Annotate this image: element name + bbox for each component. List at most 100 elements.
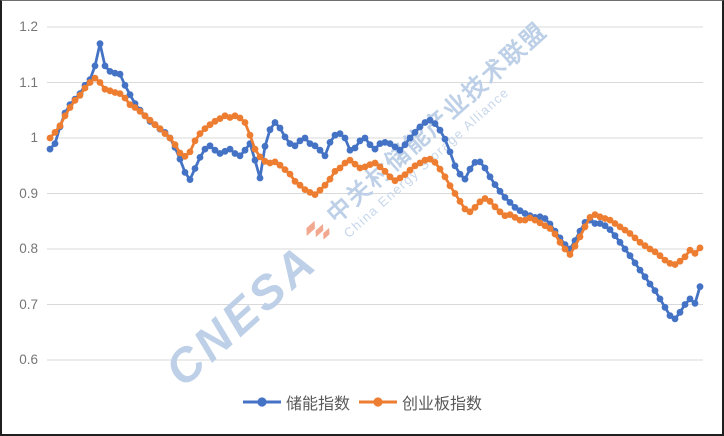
series-point-energy-storage-index	[366, 141, 374, 149]
series-point-energy-storage-index	[591, 220, 599, 227]
series-point-chinext-index	[91, 74, 99, 82]
series-point-chinext-index	[681, 253, 689, 261]
series-point-chinext-index	[386, 173, 394, 181]
series-point-chinext-index	[686, 246, 694, 254]
series-point-chinext-index	[176, 149, 184, 157]
series-point-chinext-index	[541, 222, 549, 230]
series-point-energy-storage-index	[296, 137, 304, 145]
series-point-chinext-index	[86, 79, 94, 86]
series-point-chinext-index	[401, 171, 409, 179]
series-point-energy-storage-index	[481, 164, 489, 172]
series-point-energy-storage-index	[291, 142, 299, 150]
series-point-energy-storage-index	[101, 62, 109, 70]
series-point-chinext-index	[271, 158, 279, 166]
series-markers-energy-storage-index	[46, 40, 704, 323]
series-point-chinext-index	[76, 91, 84, 99]
series-point-chinext-index	[216, 115, 224, 122]
series-point-energy-storage-index	[326, 139, 334, 146]
series-point-chinext-index	[181, 152, 189, 160]
series-point-energy-storage-index	[91, 62, 99, 70]
series-point-chinext-index	[411, 162, 419, 170]
series-point-energy-storage-index	[461, 175, 469, 183]
series-point-energy-storage-index	[441, 135, 449, 143]
legend-label: 创业板指数	[402, 396, 483, 413]
series-point-chinext-index	[246, 131, 254, 139]
series-point-energy-storage-index	[196, 154, 204, 161]
series-point-chinext-index	[131, 104, 139, 111]
series-point-energy-storage-index	[641, 273, 649, 281]
series-point-chinext-index	[611, 220, 619, 227]
series-point-chinext-index	[121, 94, 129, 102]
series-point-energy-storage-index	[416, 123, 424, 131]
series-point-chinext-index	[671, 261, 679, 268]
series-point-energy-storage-index	[186, 176, 194, 184]
series-point-chinext-index	[151, 121, 159, 129]
series-point-chinext-index	[631, 234, 639, 242]
y-axis-label: 1.2	[19, 19, 38, 34]
series-point-energy-storage-index	[206, 142, 214, 150]
series-point-chinext-index	[146, 116, 154, 124]
series-point-chinext-index	[406, 166, 414, 174]
series-point-energy-storage-index	[311, 142, 319, 150]
series-point-energy-storage-index	[431, 120, 439, 127]
series-point-chinext-index	[536, 219, 544, 227]
series-point-chinext-index	[441, 173, 449, 181]
series-point-chinext-index	[296, 181, 304, 189]
y-axis: 1.2 1.1 1 0.9 0.8 0.7 0.6	[2, 1, 39, 434]
series-point-energy-storage-index	[426, 116, 434, 124]
series-point-energy-storage-index	[666, 312, 674, 319]
series-point-chinext-index	[56, 122, 64, 130]
legend-item-energy-storage-index: 储能指数	[242, 390, 350, 414]
y-axis-label: 0.7	[19, 296, 38, 312]
series-point-energy-storage-index	[371, 145, 379, 153]
series-point-energy-storage-index	[361, 134, 369, 142]
series-point-energy-storage-index	[466, 165, 474, 173]
series-point-energy-storage-index	[686, 295, 694, 303]
series-point-chinext-index	[511, 214, 519, 221]
series-line-energy-storage-index	[48, 42, 702, 321]
series-point-energy-storage-index	[226, 145, 234, 153]
series-point-chinext-index	[426, 155, 434, 163]
series-point-energy-storage-index	[671, 315, 679, 323]
series-point-chinext-index	[436, 165, 444, 173]
series-markers-chinext-index	[46, 74, 704, 268]
series-point-chinext-index	[161, 130, 169, 138]
series-point-chinext-index	[456, 197, 464, 205]
series-point-energy-storage-index	[656, 295, 664, 303]
series-point-energy-storage-index	[191, 165, 199, 172]
series-point-energy-storage-index	[451, 162, 459, 170]
series-point-energy-storage-index	[46, 145, 54, 153]
series-point-chinext-index	[46, 134, 54, 142]
series-point-energy-storage-index	[601, 222, 609, 230]
y-axis-label: 1.1	[19, 74, 38, 90]
series-point-chinext-index	[316, 186, 324, 194]
series-point-chinext-index	[461, 205, 469, 213]
series-point-chinext-index	[486, 197, 494, 205]
series-point-chinext-index	[481, 195, 489, 202]
series-point-chinext-index	[656, 252, 664, 260]
series-point-chinext-index	[416, 159, 424, 167]
series-point-energy-storage-index	[261, 142, 269, 150]
series-point-chinext-index	[646, 245, 654, 253]
series-point-chinext-index	[696, 244, 704, 252]
series-point-energy-storage-index	[51, 140, 59, 148]
series-point-chinext-index	[346, 156, 354, 164]
series-point-chinext-index	[496, 208, 504, 216]
series-point-chinext-index	[676, 257, 684, 265]
legend-item-chinext-index: 创业板指数	[358, 390, 482, 414]
series-point-energy-storage-index	[241, 146, 249, 154]
series-point-energy-storage-index	[356, 137, 364, 145]
series-point-energy-storage-index	[181, 169, 189, 176]
series-point-energy-storage-index	[471, 159, 479, 166]
series-point-energy-storage-index	[121, 81, 129, 89]
series-point-energy-storage-index	[516, 207, 524, 215]
series-point-energy-storage-index	[646, 280, 654, 288]
series-point-energy-storage-index	[386, 140, 394, 148]
series-point-energy-storage-index	[691, 300, 699, 307]
y-axis-label: 1	[30, 130, 38, 145]
series-point-chinext-index	[61, 112, 69, 120]
series-point-chinext-index	[491, 203, 499, 211]
series-point-chinext-index	[301, 186, 309, 194]
